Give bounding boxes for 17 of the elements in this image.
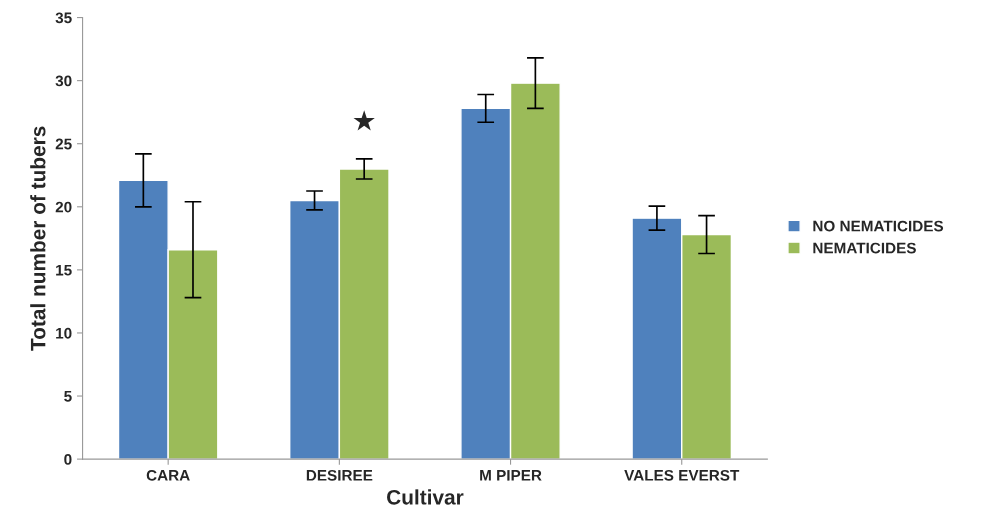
y-tick-label: 5 [64, 391, 72, 402]
x-tick-label: DESIREE [306, 469, 373, 481]
y-axis-title: Total number of tubers [30, 126, 46, 351]
x-tick-label: M PIPER [480, 470, 542, 481]
y-tick-label: 25 [55, 138, 72, 150]
x-axis-title: Cultivar [387, 489, 464, 505]
x-tick-label: CARA [146, 469, 190, 481]
legend-label: NO NEMATICIDES [813, 220, 944, 232]
y-tick-label: 15 [56, 264, 72, 276]
legend-label: NEMATICIDES [813, 242, 916, 254]
y-tick-label: 10 [56, 327, 72, 339]
y-tick-label: 30 [55, 75, 72, 87]
y-tick-label: 20 [55, 201, 72, 213]
y-tick-label: 0 [64, 453, 72, 465]
x-tick-label: VALES EVERST [624, 469, 740, 481]
annotation: ★ [353, 110, 375, 131]
y-tick-label: 35 [55, 12, 72, 24]
